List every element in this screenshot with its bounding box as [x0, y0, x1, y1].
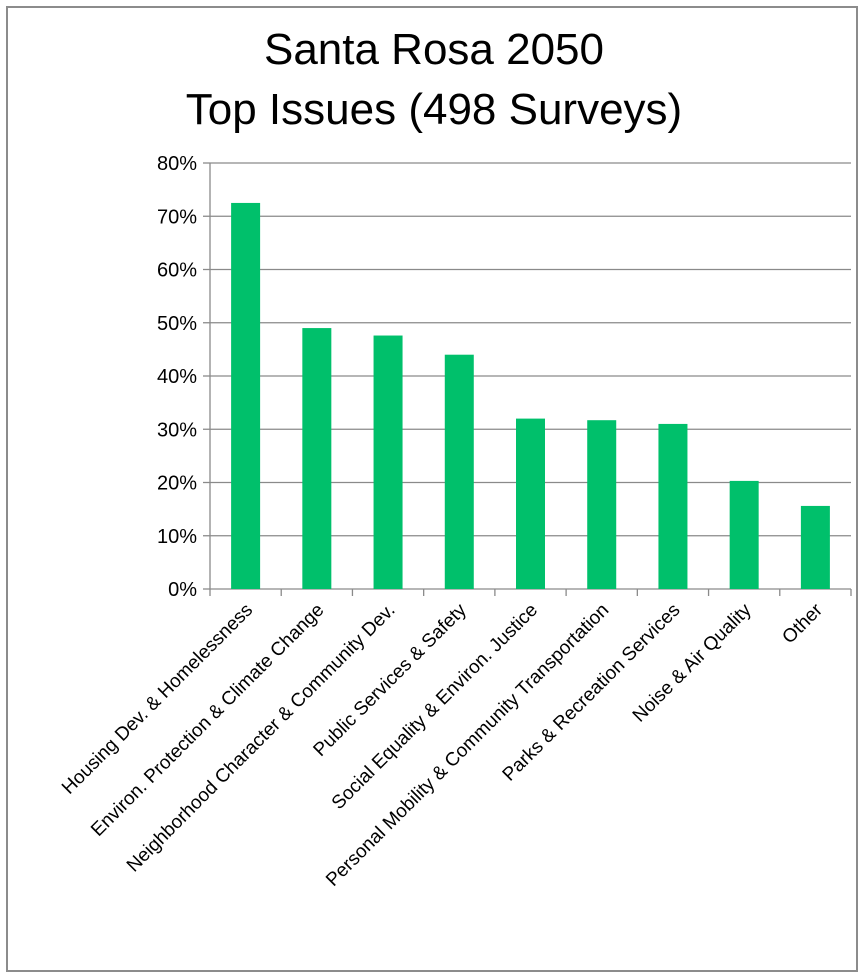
- x-category-label: Neighborhood Character & Community Dev.: [123, 600, 400, 877]
- x-category-label: Noise & Air Quality: [629, 599, 756, 726]
- bar: [444, 354, 474, 589]
- bar: [658, 423, 688, 589]
- chart-subtitle: Top Issues (498 Surveys): [185, 85, 683, 134]
- bar: [302, 328, 332, 589]
- y-tick-label: 60%: [157, 260, 197, 282]
- y-tick-label: 40%: [157, 366, 197, 388]
- bar: [800, 505, 830, 589]
- bar: [587, 420, 617, 589]
- bar: [373, 335, 403, 589]
- y-tick-label: 80%: [157, 153, 197, 175]
- y-tick-label: 70%: [157, 206, 197, 228]
- y-tick-label: 50%: [157, 313, 197, 335]
- chart-title: Santa Rosa 2050: [263, 25, 605, 74]
- y-tick-label: 20%: [157, 473, 197, 495]
- y-tick-label: 0%: [168, 579, 197, 601]
- bar: [516, 418, 545, 589]
- bar: [729, 480, 759, 589]
- y-tick-label: 10%: [157, 526, 197, 548]
- y-tick-label: 30%: [157, 419, 197, 441]
- x-category-label: Other: [778, 599, 827, 648]
- bar: [231, 202, 261, 589]
- chart-frame: [6, 6, 858, 972]
